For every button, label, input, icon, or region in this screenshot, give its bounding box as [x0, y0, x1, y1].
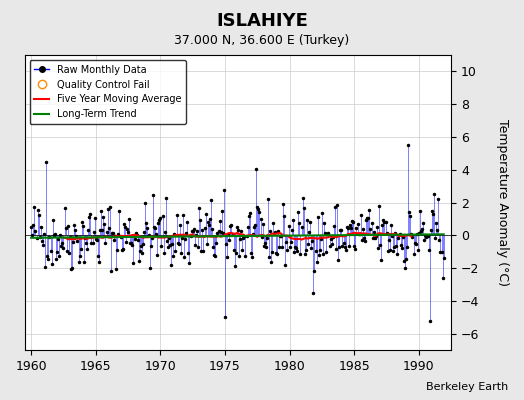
Text: 37.000 N, 36.600 E (Turkey): 37.000 N, 36.600 E (Turkey): [174, 34, 350, 47]
Legend: Raw Monthly Data, Quality Control Fail, Five Year Moving Average, Long-Term Tren: Raw Monthly Data, Quality Control Fail, …: [29, 60, 186, 124]
Y-axis label: Temperature Anomaly (°C): Temperature Anomaly (°C): [496, 119, 509, 286]
Text: ISLAHIYE: ISLAHIYE: [216, 12, 308, 30]
Text: Berkeley Earth: Berkeley Earth: [426, 382, 508, 392]
